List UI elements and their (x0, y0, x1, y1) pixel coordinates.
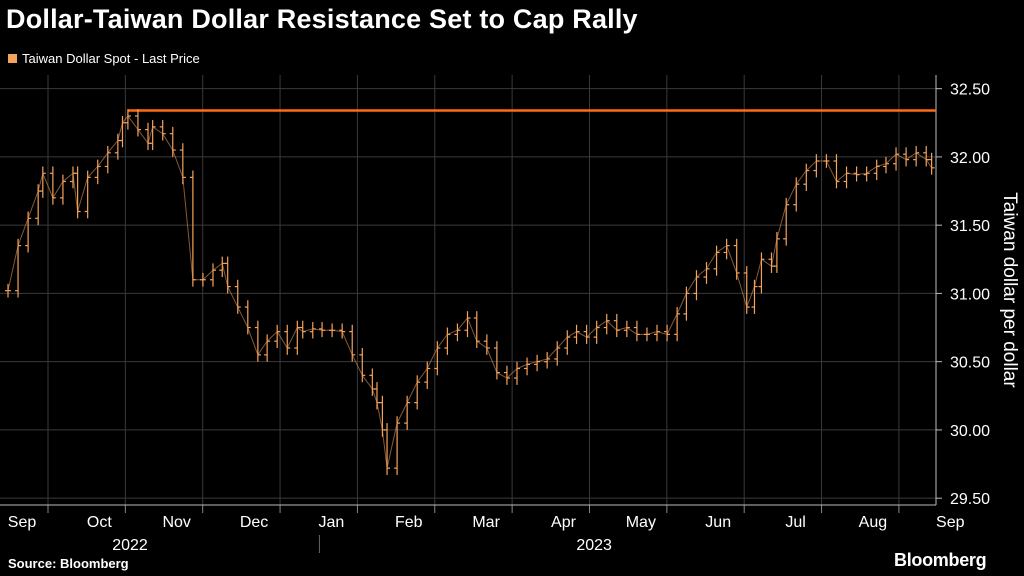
x-tick-label: Jun (705, 514, 731, 531)
price-bar (793, 177, 800, 212)
y-tick-label: 31.00 (950, 286, 990, 303)
x-tick-label: Aug (859, 514, 887, 531)
price-bar (49, 166, 56, 205)
price-bar (209, 263, 216, 287)
price-bar (873, 159, 880, 181)
price-bar (713, 245, 720, 276)
price-bar (633, 320, 640, 342)
price-bar (414, 375, 421, 410)
price-bar (5, 283, 11, 298)
source-note: Source: Bloomberg (8, 556, 129, 571)
legend: Taiwan Dollar Spot - Last Price (8, 51, 200, 66)
y-tick-label: 30.50 (950, 355, 990, 372)
year-label: 2022 (112, 537, 148, 554)
x-tick-label: Sep (936, 514, 965, 531)
x-tick-label: Mar (472, 514, 500, 531)
price-bar (284, 324, 291, 355)
price-bar (758, 252, 765, 294)
price-bar (349, 324, 356, 362)
x-tick-label: Jul (785, 514, 805, 531)
price-bar (424, 361, 431, 389)
price-bar (513, 361, 520, 385)
y-tick-label: 32.00 (950, 150, 990, 167)
price-bar (928, 152, 935, 175)
price-bar (454, 323, 461, 342)
axis-labels: 32.50 32.00 31.50 31.00 30.50 30.00 29.50 Sep Oc… (8, 82, 1020, 554)
price-bar (544, 352, 551, 369)
x-tick-label: May (626, 514, 656, 531)
price-bar (603, 313, 610, 335)
legend-label: Taiwan Dollar Spot - Last Price (22, 51, 200, 66)
price-bar (583, 324, 590, 344)
x-tick-label: Dec (240, 514, 268, 531)
y-tick-label: 32.50 (950, 82, 990, 99)
bloomberg-logo: Bloomberg (894, 550, 987, 570)
price-bar (483, 334, 490, 355)
y-tick-label: 30.00 (950, 423, 990, 440)
price-bar (169, 126, 176, 157)
price-bar (224, 256, 231, 294)
x-tick-label: Feb (395, 514, 423, 531)
x-tick-label: Jan (319, 514, 345, 531)
price-bar (843, 166, 850, 189)
x-tick-label: Apr (551, 514, 577, 531)
price-bar (503, 365, 510, 385)
price-bar (723, 238, 730, 260)
price-bar (564, 330, 571, 355)
price-bar (404, 395, 411, 430)
price-bar (674, 307, 681, 342)
price-bar (114, 133, 121, 160)
x-tick-label: Sep (8, 514, 37, 531)
price-bar (893, 147, 900, 171)
price-bar (683, 286, 690, 321)
price-bar (444, 327, 451, 355)
legend-swatch (8, 54, 17, 63)
price-bar (613, 313, 620, 338)
price-bar (913, 145, 920, 167)
y-axis-title: Taiwan dollar per dollar (999, 192, 1020, 388)
price-bar (524, 357, 531, 376)
price-bar (234, 279, 241, 314)
price-bar (274, 324, 281, 349)
plot-area (5, 109, 936, 475)
price-line (7, 115, 933, 469)
y-tick-label: 29.50 (950, 491, 990, 508)
chart-title: Dollar-Taiwan Dollar Resistance Set to C… (6, 4, 638, 34)
price-bar (534, 354, 541, 372)
x-tick-label: Nov (162, 514, 190, 531)
price-bar (369, 368, 376, 396)
price-bar (803, 163, 810, 192)
price-bar (882, 156, 889, 174)
price-bar (833, 154, 840, 189)
price-bar (664, 324, 671, 342)
year-label: 2023 (576, 537, 612, 554)
price-bar (244, 300, 251, 335)
grid-lines (0, 75, 936, 505)
price-bar (573, 324, 580, 344)
price-bar (294, 320, 301, 355)
x-tick-label: Oct (87, 514, 112, 531)
axes (0, 75, 942, 553)
y-tick-label: 31.50 (950, 218, 990, 235)
price-bar (309, 322, 316, 339)
price-bar (359, 348, 366, 383)
price-bar (189, 170, 196, 287)
price-bar (813, 154, 820, 178)
price-bar (654, 324, 661, 342)
price-bar (593, 320, 600, 344)
price-bar (264, 334, 271, 362)
